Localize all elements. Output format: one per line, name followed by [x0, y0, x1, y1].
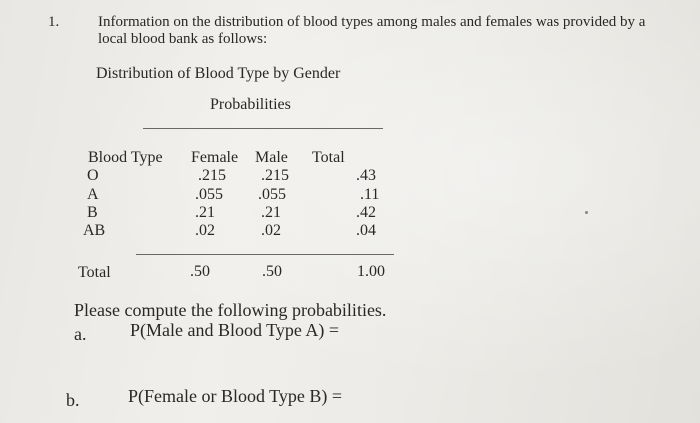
row-type: A	[87, 186, 99, 203]
header-blood-type: Blood Type	[88, 149, 163, 166]
total-label: Total	[78, 264, 111, 281]
row-male: .02	[261, 222, 281, 239]
row-male: .055	[258, 186, 286, 203]
row-total: .43	[356, 167, 376, 184]
table-subtitle: Probabilities	[210, 96, 291, 113]
row-type: B	[87, 204, 98, 221]
row-total: .42	[356, 204, 376, 221]
total-male: .50	[262, 263, 282, 280]
intro-line-1: Information on the distribution of blood…	[98, 14, 646, 30]
row-total: .11	[360, 186, 380, 203]
row-type: O	[87, 167, 99, 184]
total-rule	[136, 254, 394, 255]
total-overall: 1.00	[357, 263, 385, 280]
row-total: .04	[356, 222, 376, 239]
row-female: .055	[195, 186, 223, 203]
intro-line-2: local blood bank as follows:	[98, 31, 268, 47]
row-female: .02	[195, 222, 215, 239]
table-title: Distribution of Blood Type by Gender	[96, 65, 341, 82]
question-b-text: P(Female or Blood Type B) =	[128, 386, 343, 406]
question-a-label: a.	[74, 324, 87, 344]
header-total: Total	[312, 149, 345, 166]
row-female: .215	[198, 167, 226, 184]
row-female: .21	[195, 204, 215, 221]
row-male: .215	[261, 167, 289, 184]
row-male: .21	[261, 204, 281, 221]
row-type: AB	[83, 222, 106, 239]
question-a-text: P(Male and Blood Type A) =	[130, 320, 340, 340]
total-female: .50	[190, 263, 210, 280]
problem-number: 1.	[48, 14, 60, 30]
header-male: Male	[255, 149, 288, 166]
question-b-label: b.	[66, 390, 80, 410]
top-rule	[143, 128, 383, 129]
pencil-mark	[585, 211, 588, 214]
header-female: Female	[191, 149, 239, 166]
question-prompt: Please compute the following probabiliti…	[74, 300, 387, 320]
